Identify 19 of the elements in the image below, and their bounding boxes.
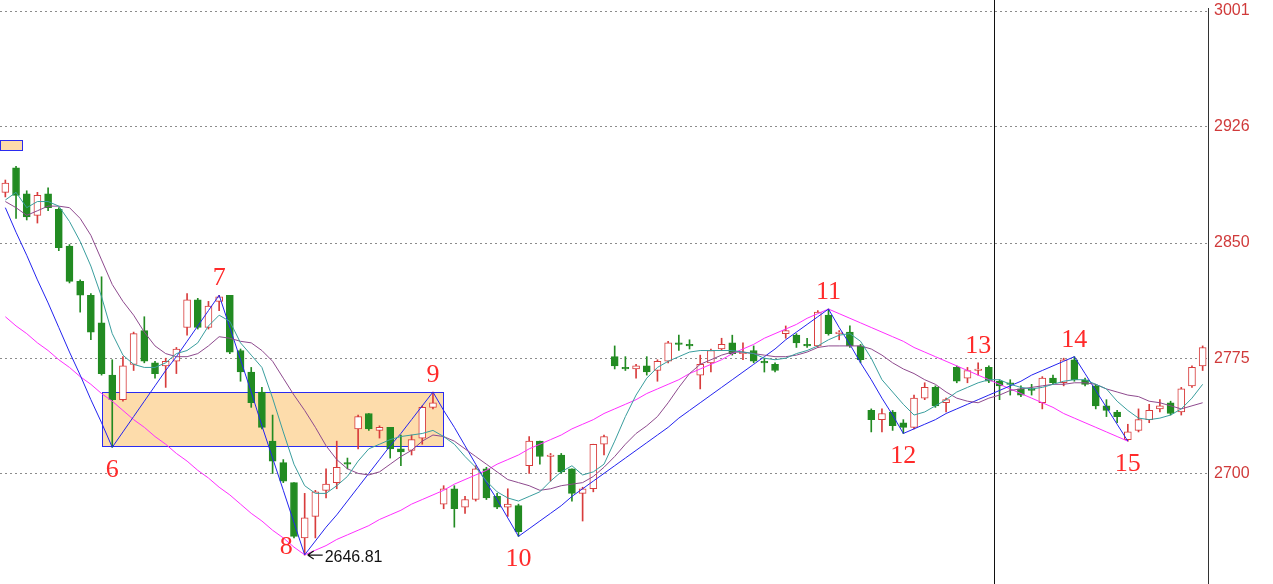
annotation: 14	[1061, 323, 1088, 353]
annotation: 9	[426, 358, 440, 388]
y-tick-label: 3001	[1214, 1, 1250, 19]
annotation: 6	[105, 454, 119, 484]
y-tick-label: 2775	[1214, 348, 1250, 366]
annotation: 7	[212, 262, 226, 292]
annotation: 2646.81	[324, 547, 383, 565]
annotation: 11	[815, 275, 842, 305]
candlestick	[675, 334, 683, 351]
y-tick-label: 2850	[1214, 233, 1250, 251]
candlestick	[974, 362, 982, 376]
candlestick	[503, 488, 512, 517]
annotation: 13	[965, 329, 992, 359]
annotation: 8	[279, 530, 293, 560]
y-tick-label: 2700	[1214, 463, 1250, 481]
y-tick-label: 2926	[1214, 116, 1250, 134]
annotation: 10	[505, 543, 532, 573]
annotation: 15	[1114, 447, 1141, 477]
annotation: 12	[890, 440, 917, 470]
